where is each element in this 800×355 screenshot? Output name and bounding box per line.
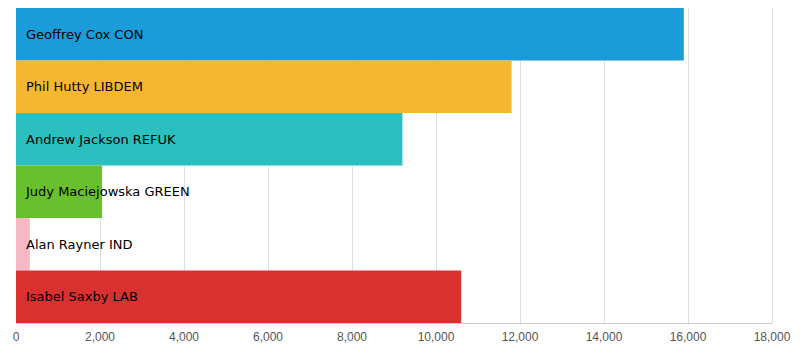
svg-text:12,000: 12,000 — [502, 330, 539, 344]
svg-text:Phil Hutty LIBDEM: Phil Hutty LIBDEM — [26, 79, 143, 94]
svg-text:8,000: 8,000 — [337, 330, 367, 344]
svg-text:Judy Maciejowska GREEN: Judy Maciejowska GREEN — [25, 184, 190, 199]
svg-text:10,000: 10,000 — [418, 330, 455, 344]
svg-text:Isabel Saxby LAB: Isabel Saxby LAB — [26, 289, 138, 304]
svg-text:Alan Rayner IND: Alan Rayner IND — [26, 237, 133, 252]
svg-text:14,000: 14,000 — [586, 330, 623, 344]
svg-text:18,000: 18,000 — [754, 330, 791, 344]
svg-text:4,000: 4,000 — [169, 330, 199, 344]
svg-text:Andrew Jackson REFUK: Andrew Jackson REFUK — [26, 132, 176, 147]
svg-text:0: 0 — [13, 330, 20, 344]
svg-text:2,000: 2,000 — [85, 330, 115, 344]
svg-text:6,000: 6,000 — [253, 330, 283, 344]
svg-text:16,000: 16,000 — [670, 330, 707, 344]
svg-text:Geoffrey Cox CON: Geoffrey Cox CON — [26, 27, 143, 42]
